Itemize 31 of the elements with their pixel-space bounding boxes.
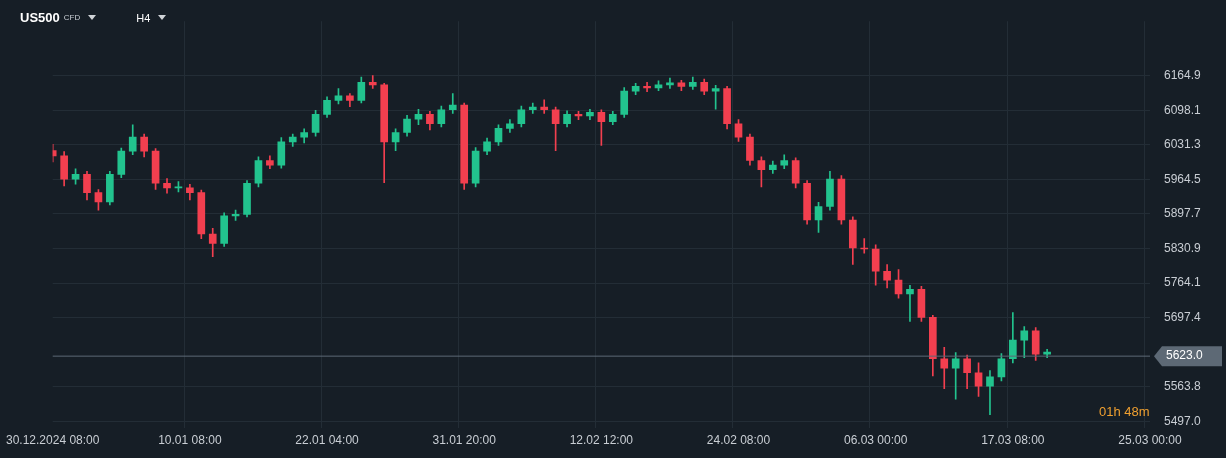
x-tick-label: 12.02 12:00: [569, 433, 634, 448]
annotation: H4: [136, 11, 151, 24]
candlestick: [448, 93, 457, 114]
y-tick-label: 5897.7: [1164, 206, 1202, 221]
x-tick-label: 17.03 08:00: [981, 433, 1045, 448]
x-tick-label: 25.03 00:00: [1118, 433, 1183, 448]
candlestick: [643, 81, 651, 92]
ref-line-label: 5623.0: [1166, 348, 1204, 363]
y-tick-label: 6098.1: [1164, 102, 1202, 117]
annotation: 01h 48m: [1099, 404, 1150, 419]
y-tick-label: 5964.5: [1164, 171, 1202, 186]
x-tick-label: 22.01 04:00: [295, 433, 360, 448]
x-tick-label: 24.02 08:00: [706, 433, 771, 448]
y-tick-label: 5697.4: [1164, 309, 1202, 324]
y-tick-label: 5764.1: [1164, 275, 1202, 290]
x-tick-label: 10.01 08:00: [158, 433, 222, 448]
x-tick-label: 30.12.2024 08:00: [6, 433, 100, 448]
y-tick-label: 5497.0: [1164, 413, 1202, 428]
y-tick-label: 6031.3: [1164, 137, 1202, 152]
candlestick: [951, 352, 960, 400]
y-tick-label: 6164.9: [1164, 67, 1202, 82]
candlestick: [906, 284, 914, 322]
candlestick: [368, 75, 377, 89]
x-tick-label: 06.03 00:00: [843, 433, 908, 448]
y-tick-label: 5830.9: [1164, 240, 1202, 255]
y-tick-label: 5563.8: [1164, 379, 1202, 394]
candlestick: [540, 99, 549, 114]
chart-subtitle: CFD: [63, 13, 81, 22]
candlestick: [986, 370, 994, 415]
x-tick-label: 31.01 20:00: [432, 433, 497, 448]
chart-title: US500: [20, 10, 60, 25]
